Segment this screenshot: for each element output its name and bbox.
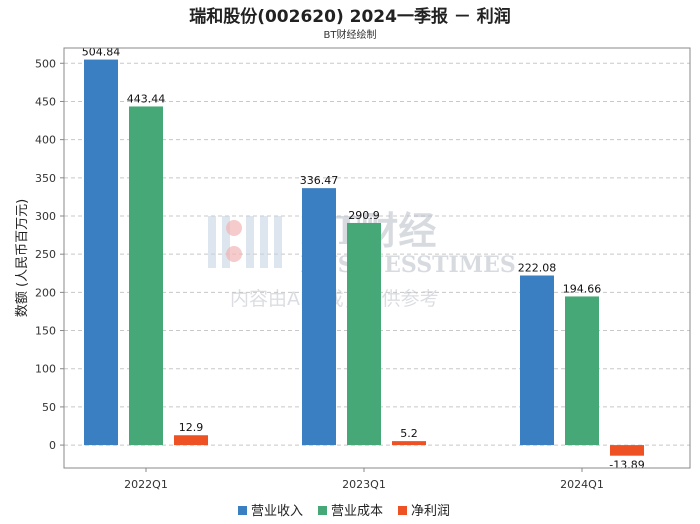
legend-swatch-1: [318, 506, 327, 515]
value-label-2022Q1-2: 12.9: [179, 421, 204, 434]
y-tick-label-7: 350: [35, 172, 56, 185]
y-tick-label-1: 50: [42, 401, 56, 414]
chart-subtitle: BT财经绘制: [324, 28, 377, 41]
y-tick-label-10: 500: [35, 57, 56, 70]
legend: 营业收入 营业成本 净利润: [238, 504, 450, 519]
x-category-2: 2024Q1: [560, 478, 604, 491]
bar-2022Q1-2: [174, 435, 208, 446]
value-label-2022Q1-0: 504.84: [82, 46, 121, 59]
value-labels: 504.84 443.44 12.9 336.47 290.9 5.2 222.08 194.…: [82, 46, 645, 472]
value-label-2023Q1-2: 5.2: [400, 427, 418, 440]
legend-label-1: 营业成本: [331, 504, 383, 519]
chart-title: 瑞和股份(002620) 2024一季报 － 利润: [189, 6, 511, 27]
legend-label-0: 营业收入: [251, 504, 303, 519]
bar-2024Q1-0: [520, 275, 554, 446]
value-label-2024Q1-1: 194.66: [563, 282, 602, 295]
value-label-2023Q1-0: 336.47: [300, 174, 339, 187]
bar-2022Q1-0: [84, 59, 118, 446]
y-tick-label-9: 450: [35, 95, 56, 108]
y-tick-label-0: 0: [49, 439, 56, 452]
y-tick-label-6: 300: [35, 210, 56, 223]
value-label-2024Q1-2: -13.89: [609, 459, 644, 472]
y-tick-label-5: 250: [35, 248, 56, 261]
bar-2024Q1-2: [610, 445, 644, 456]
y-tick-label-2: 100: [35, 363, 56, 376]
x-category-0: 2022Q1: [124, 478, 168, 491]
plot-frame: [63, 47, 691, 469]
y-tick-label-4: 200: [35, 286, 56, 299]
value-label-2024Q1-0: 222.08: [518, 262, 557, 275]
bar-2023Q1-2: [392, 441, 426, 446]
y-axis-label: 数额 (人民币百万元): [15, 199, 30, 317]
y-tick-label-8: 400: [35, 134, 56, 147]
bars: [84, 59, 644, 456]
bar-2023Q1-1: [347, 222, 381, 446]
bar-2022Q1-1: [129, 106, 163, 446]
value-label-2023Q1-1: 290.9: [348, 209, 380, 222]
value-label-2022Q1-1: 443.44: [127, 92, 166, 105]
y-tick-label-3: 150: [35, 325, 56, 338]
legend-swatch-0: [238, 506, 247, 515]
bar-2024Q1-1: [565, 296, 599, 446]
bar-2023Q1-0: [302, 188, 336, 446]
legend-label-2: 净利润: [411, 504, 450, 519]
x-axis-categories: 2022Q1 2023Q1 2024Q1: [124, 468, 604, 491]
legend-swatch-2: [398, 506, 407, 515]
x-category-1: 2023Q1: [342, 478, 386, 491]
y-axis-ticks: 0 50 100 150 200 250 300 350 400 450 500: [35, 57, 64, 452]
